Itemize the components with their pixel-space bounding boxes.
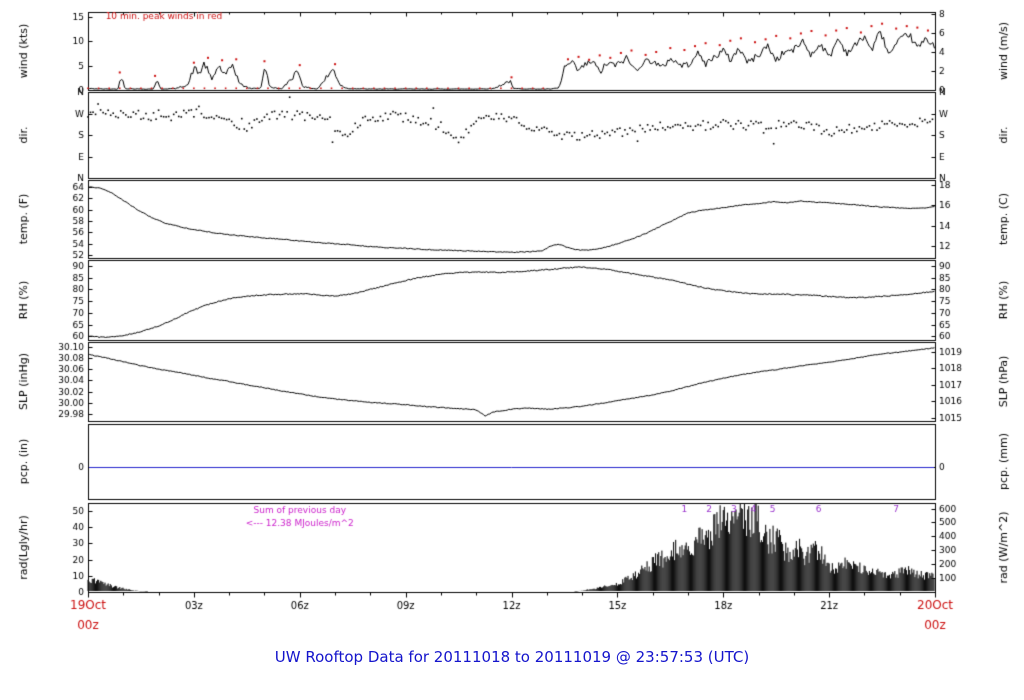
figure-title: UW Rooftop Data for 20111018 to 20111019… bbox=[274, 648, 750, 666]
